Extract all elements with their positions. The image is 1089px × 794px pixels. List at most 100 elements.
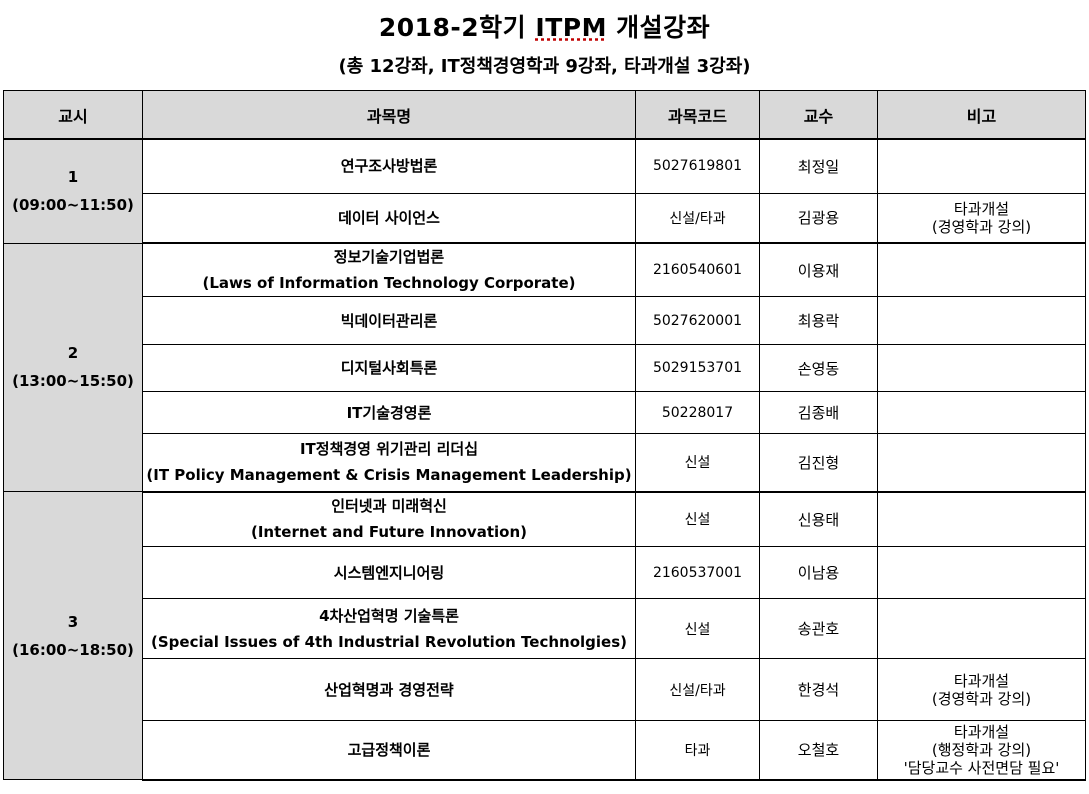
note-line: (경영학과 강의) xyxy=(931,217,1032,236)
professor-name: 최용락 xyxy=(759,296,878,345)
note-line: (행정학과 강의) xyxy=(931,740,1032,759)
professor-name: 이남용 xyxy=(759,546,878,599)
professor-name: 송관호 xyxy=(759,598,878,659)
page-subtitle: (총 12강좌, IT정책경영학과 9강좌, 타과개설 3강좌) xyxy=(338,56,751,77)
course-code: 50228017 xyxy=(635,391,760,434)
course-name: 인터넷과 미래혁신 xyxy=(331,497,447,516)
course-name: 고급정책이론 xyxy=(347,740,431,759)
period-cell: 3 (16:00~18:50) xyxy=(3,491,143,780)
course-name-cell: 산업혁명과 경영전략 xyxy=(142,658,636,721)
table-row: 고급정책이론 타과 오철호 타과개설 (행정학과 강의) '담당교수 사전면담 필요' xyxy=(4,720,1086,781)
table-row: 4차산업혁명 기술특론 (Special Issues of 4th Indust… xyxy=(4,598,1086,659)
period-time: (09:00~11:50) xyxy=(12,196,134,215)
course-name: 데이터 사이언스 xyxy=(338,208,440,227)
note-line: (경영학과 강의) xyxy=(931,689,1032,708)
course-name: 4차산업혁명 기술특론 xyxy=(319,606,459,625)
course-name-cell: 연구조사방법론 xyxy=(142,138,636,194)
table-row: IT기술경영론 50228017 김종배 xyxy=(4,391,1086,434)
table-row: 디지털사회특론 5029153701 손영동 xyxy=(4,344,1086,392)
course-english-name: (Special Issues of 4th Industrial Revolu… xyxy=(151,632,627,651)
table-row: 3 (16:00~18:50) 인터넷과 미래혁신 (Internet and Fut… xyxy=(3,491,1086,780)
course-table: 교시 과목명 과목코드 교수 비고 1 (09:00~11:50) 연구조사방법론 5… xyxy=(3,90,1086,781)
course-name-cell: 빅데이터관리론 xyxy=(142,296,636,345)
course-code: 타과 xyxy=(635,720,760,781)
note-cell xyxy=(877,546,1086,599)
professor-name: 김광용 xyxy=(759,192,878,244)
page-title: 2018-2학기 ITPM 개설강좌 xyxy=(378,13,711,42)
note-cell xyxy=(877,138,1086,194)
course-english-name: (Laws of Information Technology Corporat… xyxy=(202,274,576,292)
course-name: 시스템엔지니어링 xyxy=(333,563,445,582)
note-cell xyxy=(877,344,1086,392)
header-period: 교시 xyxy=(3,90,143,140)
course-name-cell: 정보기술기업법론 (Laws of Information Technology … xyxy=(142,242,636,297)
course-code: 2160537001 xyxy=(635,546,760,599)
course-name-cell: 디지털사회특론 xyxy=(142,344,636,392)
course-code: 5027619801 xyxy=(635,138,760,194)
professor-name: 김종배 xyxy=(759,391,878,434)
table-row: 시스템엔지니어링 2160537001 이남용 xyxy=(4,546,1086,599)
course-name-cell: 인터넷과 미래혁신 (Internet and Future Innovation… xyxy=(142,491,636,547)
period-cell: 2 (13:00~15:50) xyxy=(3,242,143,492)
course-name: 디지털사회특론 xyxy=(340,359,438,377)
professor-name: 신용태 xyxy=(759,491,878,547)
table-row: 2 (13:00~15:50) 정보기술기업법론 (Laws of Informati… xyxy=(3,242,1086,492)
professor-name: 김진형 xyxy=(759,433,878,493)
table-row: 1 (09:00~11:50) 연구조사방법론 5027619801 최정일 xyxy=(3,138,1086,244)
professor-name: 한경석 xyxy=(759,658,878,721)
note-cell: 타과개설 (행정학과 강의) '담당교수 사전면담 필요' xyxy=(877,720,1086,781)
period-time: (16:00~18:50) xyxy=(12,640,134,659)
note-line: 타과개설 xyxy=(953,722,1010,741)
course-english-name: (IT Policy Management & Crisis Managemen… xyxy=(146,466,632,485)
header-course-code: 과목코드 xyxy=(635,90,760,140)
course-name: IT기술경영론 xyxy=(346,403,432,422)
table-row: 산업혁명과 경영전략 신설/타과 한경석 타과개설 (경영학과 강의) xyxy=(4,658,1086,721)
note-cell xyxy=(877,296,1086,345)
course-name: 빅데이터관리론 xyxy=(340,311,438,330)
period-number: 1 xyxy=(67,168,79,187)
period-number: 3 xyxy=(67,612,79,631)
table-header-row: 교시 과목명 과목코드 교수 비고 xyxy=(3,90,1086,140)
note-cell xyxy=(877,433,1086,493)
note-line: 타과개설 xyxy=(953,199,1010,218)
course-name-cell: 4차산업혁명 기술특론 (Special Issues of 4th Indust… xyxy=(142,598,636,659)
course-code: 5027620001 xyxy=(635,296,760,345)
course-code: 2160540601 xyxy=(635,242,760,297)
period-time: (13:00~15:50) xyxy=(12,372,134,391)
header-professor: 교수 xyxy=(759,90,878,140)
note-line: 타과개설 xyxy=(953,671,1010,690)
course-code: 5029153701 xyxy=(635,344,760,392)
table-row: 빅데이터관리론 5027620001 최용락 xyxy=(4,296,1086,345)
course-code: 신설/타과 xyxy=(635,192,760,244)
course-code: 신설 xyxy=(635,433,760,493)
note-cell xyxy=(877,598,1086,659)
course-name-cell: IT기술경영론 xyxy=(142,391,636,434)
header-course-name: 과목명 xyxy=(142,90,636,140)
course-code: 신설 xyxy=(635,491,760,547)
professor-name: 오철호 xyxy=(759,720,878,781)
note-cell xyxy=(877,391,1086,434)
professor-name: 최정일 xyxy=(759,138,878,194)
course-code: 신설/타과 xyxy=(635,658,760,721)
table-row: IT정책경영 위기관리 리더십 (IT Policy Management & C… xyxy=(4,433,1086,493)
course-code: 신설 xyxy=(635,598,760,659)
course-name: 산업혁명과 경영전략 xyxy=(324,680,454,699)
course-name-cell: 시스템엔지니어링 xyxy=(142,546,636,599)
note-cell xyxy=(877,491,1086,547)
course-name: 연구조사방법론 xyxy=(340,157,438,176)
note-cell xyxy=(877,242,1086,297)
course-name-cell: 데이터 사이언스 xyxy=(142,192,636,244)
professor-name: 손영동 xyxy=(759,344,878,392)
course-name: 정보기술기업법론 xyxy=(333,248,445,266)
note-cell: 타과개설 (경영학과 강의) xyxy=(877,192,1086,244)
period-number: 2 xyxy=(67,344,79,363)
professor-name: 이용재 xyxy=(759,242,878,297)
period-cell: 1 (09:00~11:50) xyxy=(3,138,143,244)
note-cell: 타과개설 (경영학과 강의) xyxy=(877,658,1086,721)
course-english-name: (Internet and Future Innovation) xyxy=(251,523,527,542)
table-row: 데이터 사이언스 신설/타과 김광용 타과개설 (경영학과 강의) xyxy=(4,192,1086,244)
course-name: IT정책경영 위기관리 리더십 xyxy=(299,440,479,459)
course-name-cell: 고급정책이론 xyxy=(142,720,636,781)
header-note: 비고 xyxy=(877,90,1086,140)
